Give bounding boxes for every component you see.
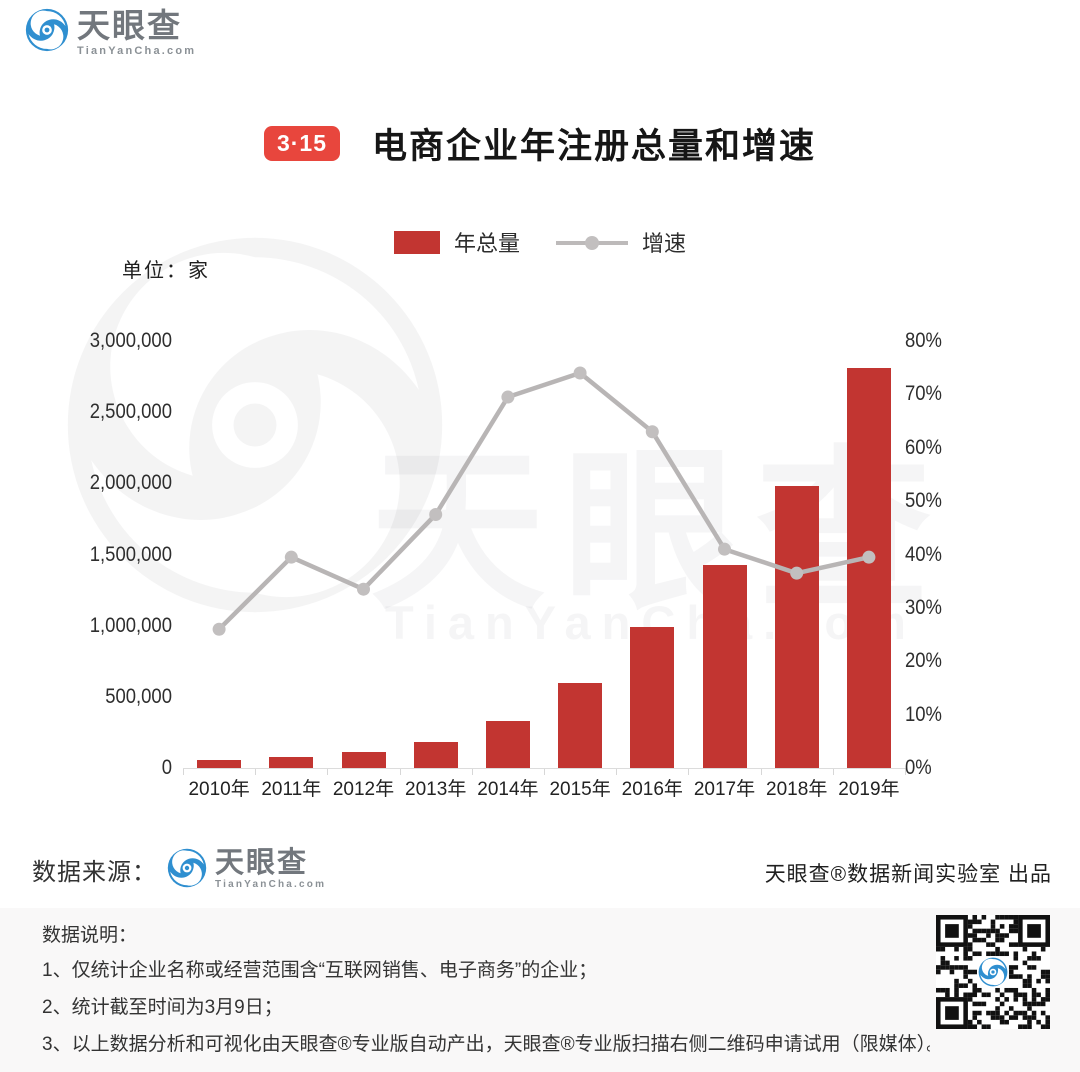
qr-code — [936, 915, 1050, 1029]
legend-bar-label: 年总量 — [453, 231, 520, 256]
line-marker — [573, 366, 587, 380]
legend-item-bar: 年总量 — [393, 226, 520, 258]
bar-year-total — [558, 682, 603, 768]
x-axis-label: 2016年 — [621, 779, 683, 800]
note-item: 3、以上数据分析和可视化由天眼查®专业版自动产出，天眼查®专业版扫描右侧二维码申… — [42, 1034, 930, 1055]
bar-year-total — [485, 721, 530, 768]
y-axis-right-label: 70% — [905, 382, 942, 406]
bar-year-total — [630, 627, 675, 768]
source-label: 数据来源： — [32, 858, 157, 886]
x-axis-label: 2019年 — [838, 779, 900, 800]
y-axis-right-label: 20% — [905, 649, 942, 673]
brand-swirl-icon — [25, 8, 69, 52]
notes-title: 数据说明： — [42, 925, 138, 946]
y-axis-right-label: 40% — [905, 542, 942, 566]
line-marker — [718, 542, 731, 556]
x-axis-tick — [183, 769, 184, 775]
note-item: 2、统计截至时间为3月9日； — [42, 997, 283, 1018]
page-title: 电商企业年注册总量和增速 — [372, 127, 817, 166]
brand-domain: TianYanCha.com — [77, 45, 197, 57]
producer-credit: 天眼查®数据新闻实验室 出品 — [764, 863, 1052, 886]
x-axis-label: 2012年 — [332, 779, 395, 800]
bar-year-total — [197, 760, 242, 768]
x-axis-tick — [616, 769, 618, 775]
qr-center-logo-icon — [977, 956, 1009, 988]
line-swatch-icon — [556, 231, 628, 254]
line-marker — [790, 566, 804, 580]
notes-section: 数据说明： 1、仅统计企业名称或经营范围含“互联网销售、电子商务”的企业； 2、统… — [0, 908, 1080, 1072]
x-axis-tick — [399, 769, 401, 775]
bar-swatch-icon — [393, 230, 440, 254]
growth-line — [212, 366, 876, 636]
footer-brand-swirl-icon — [167, 848, 207, 888]
brand-name: 天眼查 — [77, 7, 182, 44]
unit-label: 单位：家 — [122, 260, 210, 282]
note-item: 1、仅统计企业名称或经营范围含“互联网销售、电子商务”的企业； — [42, 960, 598, 981]
bar-year-total — [846, 368, 891, 768]
line-marker — [429, 507, 443, 521]
y-axis-right-label: 60% — [905, 435, 942, 459]
x-axis-tick — [327, 769, 329, 775]
footer-brand-logo: 天眼查 TianYanCha.com — [167, 848, 326, 890]
line-marker — [501, 390, 515, 404]
x-axis-label: 2013年 — [405, 779, 467, 800]
y-axis-left-label: 0 — [161, 756, 172, 779]
notes-list: 1、仅统计企业名称或经营范围含“互联网销售、电子商务”的企业； 2、统计截至时间为… — [42, 952, 930, 1063]
y-axis-right-label: 50% — [905, 489, 942, 513]
x-axis-label: 2018年 — [766, 779, 828, 800]
x-axis-tick — [255, 769, 257, 775]
x-axis-label: 2010年 — [188, 779, 250, 800]
y-axis-left-label: 1,500,000 — [89, 542, 172, 566]
y-axis-right-label: 80% — [905, 329, 942, 352]
line-marker — [862, 550, 876, 564]
line-marker — [284, 550, 298, 564]
y-axis-left-label: 500,000 — [105, 684, 172, 708]
title-row: 3·15 电商企业年注册总量和增速 — [0, 118, 1080, 169]
footer-brand-name: 天眼查 — [215, 847, 309, 879]
y-axis-left-label: 1,000,000 — [89, 613, 172, 637]
line-marker — [645, 425, 659, 439]
brand-logo: 天眼查 TianYanCha.com — [25, 8, 196, 57]
legend-item-line: 增速 — [556, 226, 686, 258]
bar-year-total — [774, 485, 819, 768]
legend-line-label: 增速 — [642, 231, 687, 256]
y-axis-left-label: 2,000,000 — [89, 471, 172, 495]
footer-source: 数据来源： 天眼查 TianYanCha.com — [32, 848, 326, 890]
x-axis-tick — [471, 769, 473, 775]
y-axis-left-label: 2,500,000 — [89, 400, 172, 424]
315-badge: 3·15 — [263, 126, 341, 161]
y-axis-right-label: 30% — [905, 595, 942, 619]
x-axis-label: 2015年 — [549, 779, 611, 800]
y-axis-right-label: 10% — [905, 702, 942, 726]
x-axis-tick — [905, 769, 906, 775]
x-axis-label: 2017年 — [693, 779, 756, 800]
bar-year-total — [702, 564, 747, 768]
footer-brand-domain: TianYanCha.com — [215, 879, 327, 890]
x-axis-tick — [544, 769, 545, 775]
y-axis-left-label: 3,000,000 — [89, 329, 172, 352]
plot-area — [183, 341, 905, 768]
x-axis-label: 2011年 — [261, 779, 322, 800]
y-axis-right-label: 0% — [905, 756, 932, 779]
bar-year-total — [269, 756, 314, 768]
chart-legend: 年总量 增速 — [0, 226, 1080, 258]
line-marker — [357, 582, 370, 596]
bar-year-total — [341, 751, 386, 768]
line-marker — [212, 622, 226, 636]
x-axis-tick — [760, 769, 762, 775]
x-axis-tick — [832, 769, 834, 775]
x-axis-tick — [688, 769, 690, 775]
bar-year-total — [413, 741, 458, 768]
x-axis-line — [183, 768, 906, 769]
x-axis-label: 2014年 — [477, 779, 539, 800]
